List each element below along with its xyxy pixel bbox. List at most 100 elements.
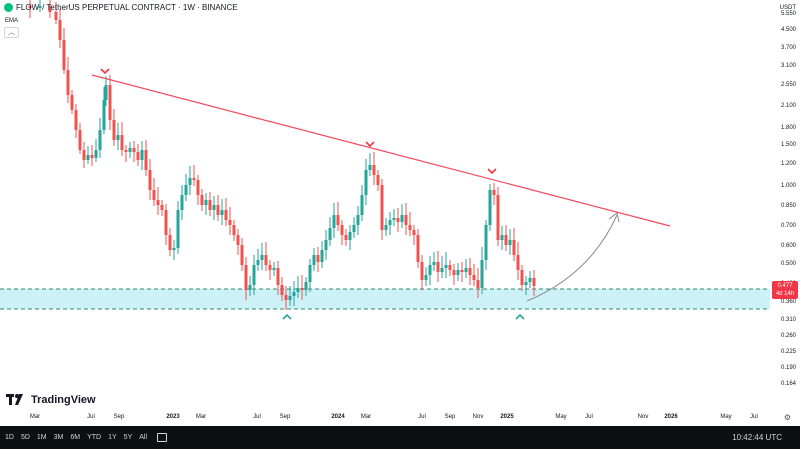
candle-body: [424, 275, 428, 280]
price-tick-label: 0.190: [780, 365, 796, 371]
candle-body: [476, 280, 480, 288]
candle-body: [136, 152, 140, 160]
candle-body: [268, 265, 272, 270]
last-price: 0.477: [777, 283, 793, 289]
currency-label[interactable]: USDT: [779, 5, 796, 11]
candle-body: [74, 110, 78, 130]
candle-body: [356, 215, 360, 225]
candle-body: [240, 245, 244, 265]
time-tick-label: Jul: [253, 414, 261, 420]
candle-body: [400, 215, 404, 222]
gear-icon[interactable]: ⚙: [783, 413, 792, 422]
indicator-label[interactable]: EMA: [5, 18, 19, 24]
candle-body: [416, 235, 420, 262]
brand-name: TradingView: [31, 394, 96, 406]
price-tick-label: 0.164: [780, 381, 796, 387]
candle-body: [364, 170, 368, 195]
candle-body: [168, 235, 172, 250]
candle-body: [324, 240, 328, 250]
candle-body: [492, 190, 496, 195]
timeframe-button[interactable]: 5D: [20, 434, 30, 441]
candle-body: [256, 260, 260, 265]
candle-body: [272, 268, 276, 270]
calendar-icon[interactable]: [157, 433, 168, 442]
price-tick-label: 3.100: [780, 63, 796, 69]
utc-clock[interactable]: 10:42:44 UTC: [732, 433, 782, 442]
price-tick-label: 0.850: [780, 203, 796, 209]
resistance-touch-marker: [487, 168, 497, 175]
timeframe-button[interactable]: 5Y: [123, 434, 133, 441]
candle-body: [312, 255, 316, 265]
candle-body: [468, 268, 472, 275]
candle-body: [440, 268, 444, 272]
price-tick-label: 4.500: [780, 27, 796, 33]
candle-body: [78, 130, 82, 150]
candle-body: [236, 235, 240, 245]
candle-body: [348, 232, 352, 240]
candle-body: [112, 120, 116, 140]
candle-body: [372, 165, 376, 175]
tradingview-logo[interactable]: TradingView: [6, 394, 96, 406]
timeframe-button[interactable]: 3M: [53, 434, 64, 441]
time-tick-label: Sep: [113, 414, 125, 420]
time-tick-label: Mar: [29, 414, 41, 420]
candle-body: [392, 218, 396, 220]
symbol-label[interactable]: FLOW: [16, 3, 40, 12]
candle-body: [484, 225, 488, 260]
time-tick-label: Sep: [279, 414, 291, 420]
timeframe-button[interactable]: 1D: [5, 434, 14, 441]
time-tick-label: May: [720, 414, 732, 420]
chevron-up-icon[interactable]: ︿: [4, 27, 19, 38]
candle-body: [316, 255, 320, 262]
candle-body: [228, 220, 232, 225]
candle-body: [296, 288, 300, 292]
time-tick-label: Mar: [195, 414, 207, 420]
price-tick-label: 3.700: [780, 45, 796, 51]
candle-body: [388, 220, 392, 225]
candle-body: [432, 262, 436, 265]
last-price-badge: 0.477 4d 14h: [772, 281, 798, 299]
timeframe-button[interactable]: All: [139, 434, 148, 441]
candle-body: [436, 262, 440, 272]
candle-body: [376, 175, 380, 185]
support-touch-marker: [282, 313, 292, 320]
candle-body: [104, 85, 108, 100]
timeframe-button[interactable]: 6M: [70, 434, 81, 441]
candle-body: [448, 265, 452, 270]
candle-body: [512, 240, 516, 255]
candle-body: [180, 195, 184, 210]
candle-body: [38, 6, 42, 8]
candle-body: [90, 155, 94, 158]
price-tick-label: 5.550: [780, 11, 796, 17]
time-tick-label: Jul: [585, 414, 593, 420]
timeframe-button[interactable]: YTD: [87, 434, 102, 441]
candle-body: [332, 215, 336, 228]
candle-body: [124, 150, 128, 152]
candle-body: [192, 178, 196, 180]
time-tick-label: 2025: [500, 414, 514, 420]
candle-body: [280, 285, 284, 295]
candle-body: [204, 200, 208, 205]
candle-body: [212, 205, 216, 210]
timeframe-button[interactable]: 1Y: [108, 434, 117, 441]
candle-body: [132, 148, 136, 152]
time-axis[interactable]: Mar Jul Sep 2023 Mar Jul Sep 2024 Mar Jul Sep Nov 20…: [0, 412, 770, 424]
candle-body: [500, 235, 504, 240]
time-tick-label: Sep: [444, 414, 456, 420]
price-axis[interactable]: USDT 5.550 4.500 3.700 3.100 2.550 2.100 1.800…: [770, 0, 800, 424]
candle-body: [408, 225, 412, 230]
candle-body: [304, 282, 308, 290]
support-zone: [0, 289, 770, 309]
candle-body: [216, 205, 220, 215]
candle-body: [472, 275, 476, 280]
timeframe-button[interactable]: 1M: [36, 434, 47, 441]
candlestick-chart[interactable]: [0, 0, 770, 424]
candle-body: [54, 12, 58, 20]
candle-body: [464, 268, 468, 272]
candle-body: [488, 190, 492, 225]
candle-body: [480, 260, 484, 288]
chart-area[interactable]: FLOW / TetherUS PERPETUAL CONTRACT · 1W …: [0, 0, 770, 424]
price-tick-label: 0.260: [780, 333, 796, 339]
title-rest: / TetherUS PERPETUAL CONTRACT · 1W · BIN…: [42, 3, 238, 12]
candle-body: [308, 265, 312, 282]
